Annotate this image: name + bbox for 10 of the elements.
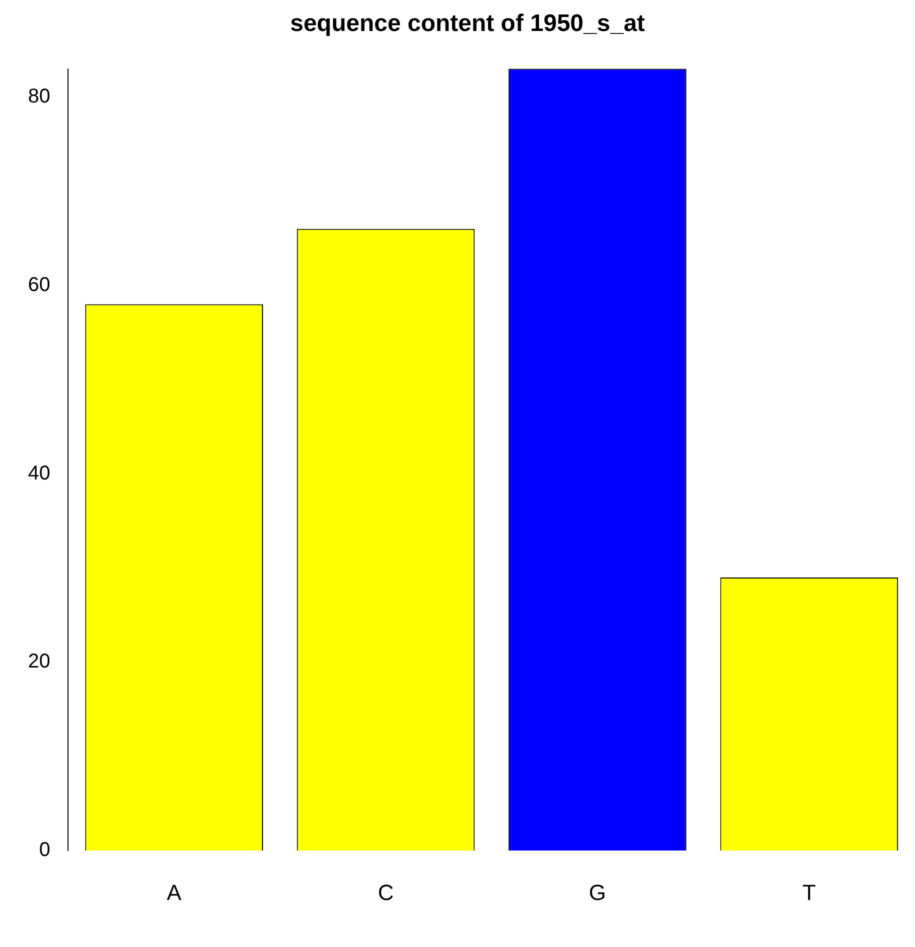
- x-tick-label: C: [378, 880, 394, 905]
- y-tick-label: 0: [39, 839, 50, 862]
- x-tick-label: A: [166, 880, 182, 905]
- y-tick-label: 20: [28, 650, 50, 673]
- chart-title: sequence content of 1950_s_at: [290, 10, 645, 38]
- x-tick-label: T: [802, 880, 816, 905]
- y-tick-label: 60: [28, 274, 50, 296]
- y-tick-label: 40: [28, 462, 50, 484]
- x-tick-label: G: [588, 880, 606, 905]
- y-tick-label: 80: [28, 86, 50, 108]
